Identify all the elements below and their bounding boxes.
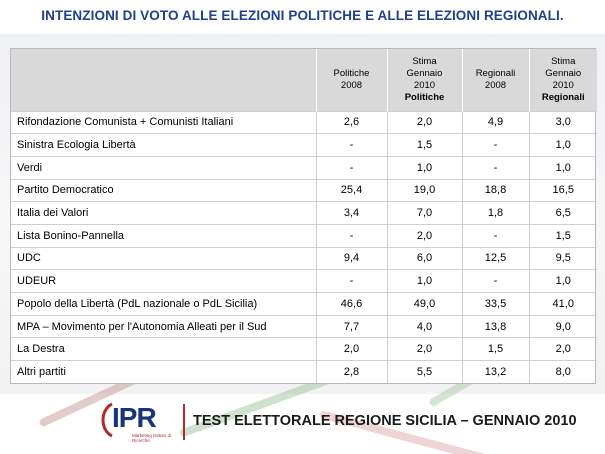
results-table-container: Politiche 2008 Stima Gennaio 2010 Politi… (10, 48, 597, 384)
value-cell: 2,8 (315, 360, 387, 384)
footer-title: TEST ELETTORALE REGIONE SICILIA – GENNAI… (193, 413, 577, 429)
value-cell: 2,0 (386, 337, 462, 361)
value-cell: 1,0 (528, 133, 597, 157)
table-row: Partito Democratico 25,4 19,0 18,8 16,5 (11, 178, 597, 202)
value-cell: 1,5 (386, 133, 462, 157)
table-header-row: Politiche 2008 Stima Gennaio 2010 Politi… (11, 49, 597, 111)
value-cell: 9,4 (315, 246, 387, 270)
value-cell: 49,0 (386, 292, 462, 316)
value-cell: 25,4 (315, 178, 387, 202)
value-cell: 1,0 (528, 269, 597, 293)
value-cell: 4,0 (386, 314, 462, 338)
party-name: UDEUR (11, 269, 316, 293)
header-regionali-2008: Regionali 2008 (461, 49, 529, 111)
value-cell: 13,2 (461, 360, 529, 384)
value-cell: - (315, 155, 387, 180)
value-cell: - (315, 133, 387, 157)
party-name: Sinistra Ecologia Libertà (11, 133, 316, 157)
value-cell: 5,5 (386, 360, 462, 384)
value-cell: - (315, 223, 387, 248)
value-cell: 13,8 (461, 314, 529, 338)
value-cell: 4,9 (461, 110, 529, 134)
value-cell: 2,0 (386, 110, 462, 134)
party-name: UDC (11, 246, 316, 270)
logo-text: IPR (112, 402, 157, 433)
value-cell: 46,6 (315, 292, 387, 316)
footer-divider (183, 404, 185, 440)
table-row: Sinistra Ecologia Libertà -1,5-1,0 (11, 133, 597, 157)
logo-subtitle: Marketing Istituto di Ricerche (132, 433, 172, 443)
header-politiche-2008: Politiche 2008 (315, 49, 387, 111)
value-cell: 19,0 (386, 178, 462, 202)
party-name: Partito Democratico (11, 178, 316, 202)
table-row: Popolo della Libertà (PdL nazionale o Pd… (11, 292, 597, 316)
table-row: Lista Bonino-Pannella -2,0-1,5 (11, 223, 597, 248)
value-cell: 2,0 (386, 223, 462, 248)
value-cell: 2,0 (315, 337, 387, 361)
party-name: Italia dei Valori (11, 201, 316, 225)
table-row: UDC 9,4 6,0 12,5 9,5 (11, 246, 597, 270)
value-cell: 16,5 (528, 178, 597, 202)
value-cell: - (461, 155, 529, 180)
value-cell: 8,0 (528, 360, 597, 384)
logo-swoosh-icon (101, 402, 113, 438)
value-cell: 12,5 (461, 246, 529, 270)
value-cell: 1,0 (528, 155, 597, 180)
value-cell: 9,0 (528, 314, 597, 338)
value-cell: 18,8 (461, 178, 529, 202)
value-cell: 7,0 (386, 201, 462, 225)
value-cell: 2,0 (528, 337, 597, 361)
value-cell: 1,0 (386, 155, 462, 180)
party-name: La Destra (11, 337, 316, 361)
value-cell: - (461, 223, 529, 248)
results-table: Politiche 2008 Stima Gennaio 2010 Politi… (11, 49, 597, 384)
header-party (11, 49, 316, 111)
party-name: Altri partiti (11, 360, 316, 384)
value-cell: 33,5 (461, 292, 529, 316)
party-name: Verdi (11, 155, 316, 180)
value-cell: 3,0 (528, 110, 597, 134)
value-cell: 1,8 (461, 201, 529, 225)
table-row: UDEUR -1,0-1,0 (11, 269, 597, 293)
table-row: Italia dei Valori 3,4 7,0 1,8 6,5 (11, 201, 597, 225)
value-cell: 1,5 (528, 223, 597, 248)
value-cell: - (461, 269, 529, 293)
party-name: Rifondazione Comunista + Comunisti Itali… (11, 110, 316, 134)
value-cell: 7,7 (315, 314, 387, 338)
value-cell: 2,6 (315, 110, 387, 134)
party-name: Popolo della Libertà (PdL nazionale o Pd… (11, 292, 316, 316)
value-cell: - (461, 133, 529, 157)
table-row: Rifondazione Comunista + Comunisti Itali… (11, 110, 597, 134)
value-cell: 41,0 (528, 292, 597, 316)
header-stima-regionali: Stima Gennaio 2010 Regionali (528, 49, 597, 111)
ipr-logo: IPR Marketing Istituto di Ricerche (98, 400, 178, 443)
header-stima-politiche: Stima Gennaio 2010 Politiche (386, 49, 462, 111)
table-row: La Destra 2,0 2,0 1,5 2,0 (11, 337, 597, 361)
value-cell: 9,5 (528, 246, 597, 270)
value-cell: 6,5 (528, 201, 597, 225)
value-cell: 1,0 (386, 269, 462, 293)
party-name: MPA – Movimento per l'Autonomia Alleati … (11, 314, 316, 338)
table-row: Altri partiti 2,8 5,5 13,2 8,0 (11, 360, 597, 384)
table-row: Verdi -1,0-1,0 (11, 155, 597, 180)
value-cell: - (315, 269, 387, 293)
slide-title: INTENZIONI DI VOTO ALLE ELEZIONI POLITIC… (41, 8, 564, 23)
table-row: MPA – Movimento per l'Autonomia Alleati … (11, 314, 597, 338)
value-cell: 1,5 (461, 337, 529, 361)
value-cell: 3,4 (315, 201, 387, 225)
value-cell: 6,0 (386, 246, 462, 270)
party-name: Lista Bonino-Pannella (11, 223, 316, 248)
